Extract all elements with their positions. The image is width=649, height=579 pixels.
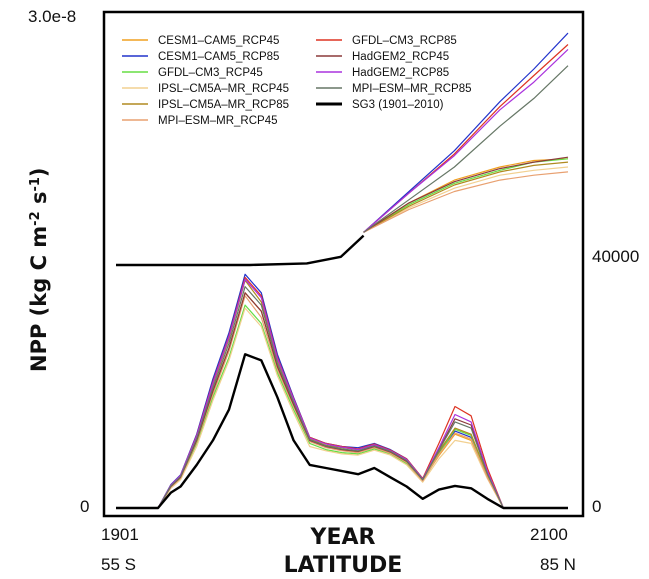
top-line-hadgem2-rcp85: [363, 48, 569, 233]
top-line-ipsl-cm5a-mr-rcp85: [363, 161, 569, 233]
top-series-layer: [116, 32, 569, 267]
top-x-tick-start: 1901: [101, 525, 139, 544]
right-y-tick-zero: 0: [592, 497, 601, 516]
legend-label-mpi-esm-mr-rcp45: MPI–ESM–MR_RCP45: [158, 115, 278, 127]
bottom-line-gfdl-cm3-rcp45: [116, 304, 568, 509]
y-axis-title: NPP (kg C m-2 s-1): [27, 167, 51, 372]
top-line-mpi-esm-mr-rcp45: [363, 171, 569, 233]
left-y-tick-max: 3.0e-8: [28, 7, 76, 26]
bottom-line-cesm1-cam5-rcp45: [116, 292, 568, 509]
top-line-sg3-1901-2010: [116, 234, 365, 267]
bottom-line-hadgem2-rcp45: [116, 292, 568, 509]
legend-label-hadgem2-rcp85: HadGEM2_RCP85: [352, 67, 449, 79]
left-y-tick-zero: 0: [80, 497, 89, 516]
x-axis-title-year: YEAR: [310, 525, 376, 550]
bottom-line-mpi-esm-mr-rcp85: [116, 286, 568, 509]
legend-label-ipsl-cm5a-mr-rcp45: IPSL–CM5A–MR_RCP45: [158, 83, 289, 95]
top-line-hadgem2-rcp45: [363, 156, 569, 233]
top-line-mpi-esm-mr-rcp85: [363, 65, 569, 233]
legend-label-ipsl-cm5a-mr-rcp85: IPSL–CM5A–MR_RCP85: [158, 99, 289, 111]
bottom-line-sg3-1901-2010: [116, 353, 568, 510]
right-y-tick-max: 40000: [592, 247, 639, 266]
bottom-line-ipsl-cm5a-mr-rcp45: [116, 307, 568, 509]
legend-label-gfdl-cm3-rcp85: GFDL–CM3_RCP85: [352, 35, 457, 47]
x-axis-title-latitude: LATITUDE: [284, 553, 403, 578]
bottom-x-tick-start: 55 S: [101, 555, 136, 574]
legend-label-mpi-esm-mr-rcp85: MPI–ESM–MR_RCP85: [352, 83, 472, 95]
bottom-series-layer: [116, 273, 568, 510]
legend-label-gfdl-cm3-rcp45: GFDL–CM3_RCP45: [158, 67, 263, 79]
bottom-line-mpi-esm-mr-rcp45: [116, 295, 568, 509]
legend-label-cesm1-cam5-rcp85: CESM1–CAM5_RCP85: [158, 51, 279, 63]
legend-label-sg3-1901-2010: SG3 (1901–2010): [352, 99, 444, 111]
legend: CESM1–CAM5_RCP45 CESM1–CAM5_RCP85 GFDL–CM3…: [122, 35, 472, 127]
legend-label-cesm1-cam5-rcp45: CESM1–CAM5_RCP45: [158, 35, 279, 47]
top-line-cesm1-cam5-rcp85: [363, 32, 569, 233]
bottom-line-hadgem2-rcp85: [116, 278, 568, 509]
bottom-x-tick-end: 85 N: [540, 555, 576, 574]
top-x-tick-end: 2100: [530, 525, 568, 544]
top-line-ipsl-cm5a-mr-rcp45: [363, 166, 569, 233]
legend-label-hadgem2-rcp45: HadGEM2_RCP45: [352, 51, 449, 63]
plot-frame: [102, 10, 585, 518]
